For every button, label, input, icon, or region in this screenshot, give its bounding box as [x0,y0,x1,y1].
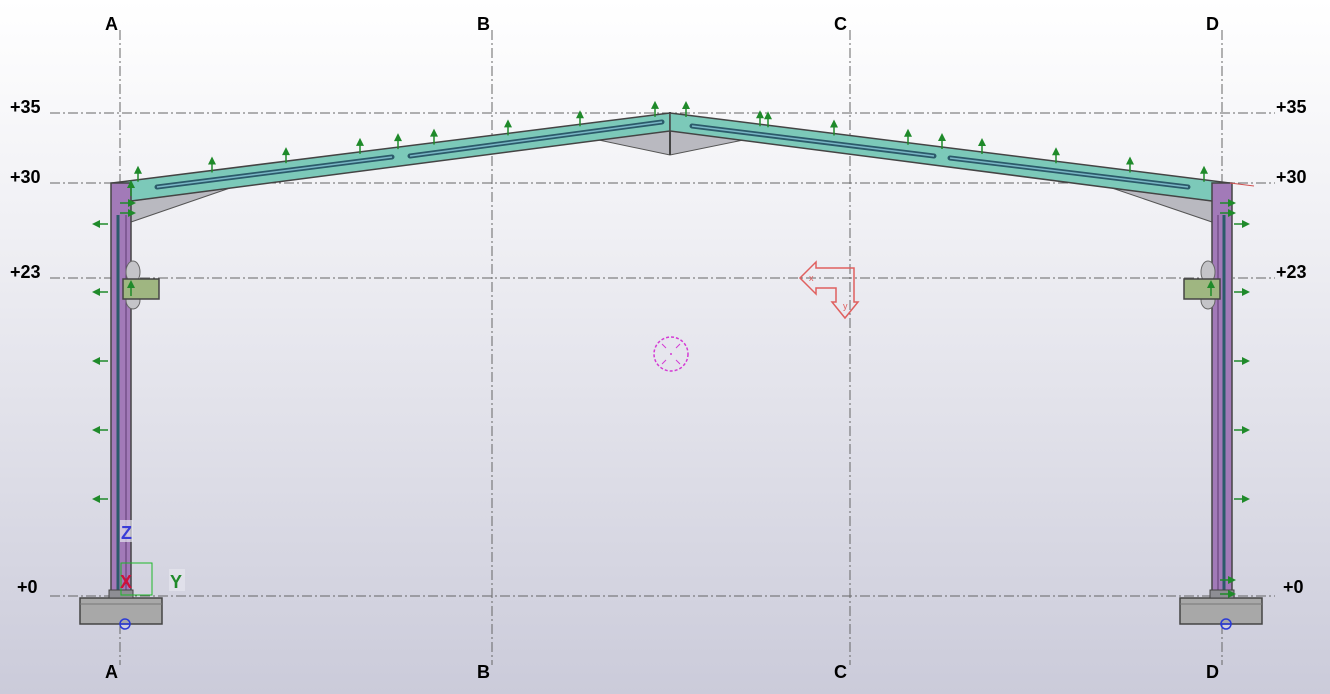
grid-label-c-top: C [834,14,847,34]
level-label-35-left: +35 [10,97,41,117]
view-direction-icon[interactable]: x y [798,260,860,320]
load-arrow-up-9 [682,101,690,117]
work-point-icon[interactable] [653,336,689,372]
load-arrow-up-10 [756,110,764,127]
axis-label-z: Z [121,523,132,543]
load-arrow-side-24 [92,357,108,365]
level-label-35-right: +35 [1276,97,1307,117]
load-arrow-up-15 [978,138,986,154]
load-arrow-up-1 [208,156,216,173]
load-arrow-up-4 [394,133,402,150]
column-right[interactable] [1211,182,1233,596]
view-marker-x: x [809,273,814,283]
load-arrow-up-3 [356,137,364,154]
level-label-23-left: +23 [10,262,41,282]
view-marker-y: y [843,301,848,311]
rafter-brace-left-2-hi [409,121,663,157]
bracket-left[interactable] [122,278,160,300]
bracket-right[interactable] [1183,278,1221,300]
load-arrow-side-23 [92,288,108,296]
load-arrow-side-32 [1234,426,1250,434]
load-arrow-up-12 [830,119,838,136]
rafter-brace-left-1-hi [156,156,393,188]
load-arrow-up-16 [1052,147,1060,164]
load-arrow-up-18 [1200,165,1208,182]
grid-label-a-bottom: A [105,662,118,682]
load-arrow-up-13 [904,128,912,145]
level-label-23-right: +23 [1276,262,1307,282]
load-arrow-side-35 [1220,209,1236,217]
load-arrow-up-14 [938,133,946,149]
axis-label-x: X [120,572,132,592]
load-arrow-side-34 [1220,199,1236,207]
load-arrow-up-19 [127,180,135,196]
level-label-30-right: +30 [1276,167,1307,187]
grid-label-c-bottom: C [834,662,847,682]
grid-label-d-top: D [1206,14,1219,34]
grid-label-b-top: B [477,14,490,34]
grid-label-d-bottom: D [1206,662,1219,682]
load-arrow-up-20 [127,280,135,296]
level-label-30-left: +30 [10,167,41,187]
load-arrow-up-7 [576,110,584,127]
level-label-0-left: +0 [17,577,38,597]
axis-label-y: Y [170,572,182,592]
grid-label-b-bottom: B [477,662,490,682]
rafter-brace-right-2-hi [949,157,1189,188]
eave-marker [1229,182,1255,187]
load-arrow-side-22 [92,220,108,228]
load-arrow-side-37 [1220,590,1236,598]
load-arrow-up-2 [282,147,290,164]
load-arrow-side-28 [120,209,136,217]
load-arrow-side-31 [1234,357,1250,365]
grid-label-a-top: A [105,14,118,34]
load-arrow-side-29 [1234,220,1250,228]
rafter-brace-right-1-hi [691,125,935,157]
load-arrow-side-25 [92,426,108,434]
load-arrow-up-17 [1126,156,1134,173]
load-arrow-up-21 [1207,280,1215,296]
load-arrow-up-8 [651,100,659,117]
load-arrows [92,100,1250,598]
load-arrow-up-11 [764,111,772,128]
load-arrow-up-5 [430,128,438,145]
load-arrow-up-6 [504,119,512,136]
load-arrow-side-36 [1220,576,1236,584]
load-arrow-up-0 [134,165,142,182]
load-arrow-side-33 [1234,495,1250,503]
coordinate-system-icon: Z X Y [120,520,185,596]
footing-right[interactable] [1179,597,1263,625]
level-label-0-right: +0 [1283,577,1304,597]
load-arrow-side-30 [1234,288,1250,296]
load-arrow-side-26 [92,495,108,503]
load-arrow-side-27 [120,199,136,207]
